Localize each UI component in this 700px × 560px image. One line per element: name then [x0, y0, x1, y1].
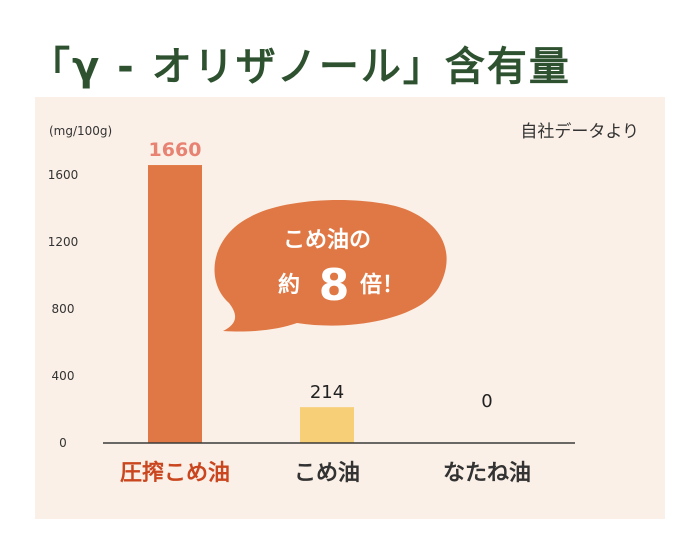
bar — [148, 165, 202, 443]
y-tick-label: 0 — [59, 436, 67, 450]
bars — [148, 165, 354, 443]
bar-chart: (mg/100g) 自社データより 0 400 800 1200 1600 1660 21… — [48, 121, 639, 486]
category-label: 圧搾こめ油 — [120, 460, 230, 486]
category-label: なたね油 — [443, 461, 531, 486]
callout-prefix: 約 — [278, 272, 300, 298]
chart-title: 「γ - オリザノール」含有量 — [30, 44, 571, 90]
callout-number: 8 — [319, 260, 350, 311]
y-tick-label: 400 — [52, 369, 75, 383]
chart-panel: (mg/100g) 自社データより 0 400 800 1200 1600 1660 21… — [35, 97, 665, 519]
bar — [300, 407, 354, 443]
bar-value-label: 1660 — [149, 139, 202, 161]
y-axis-unit-label: (mg/100g) — [49, 124, 112, 138]
y-tick-label: 800 — [52, 302, 75, 316]
value-labels: 1660 214 0 — [149, 139, 493, 412]
category-labels: 圧搾こめ油 こめ油 なたね油 — [120, 460, 531, 486]
callout-line1: こめ油の — [283, 228, 371, 253]
bar-value-label: 214 — [310, 382, 344, 403]
callout-suffix: 倍！ — [360, 272, 404, 298]
speech-bubble-callout: こめ油の 約 8 倍！ — [214, 199, 447, 332]
y-tick-label: 1200 — [48, 235, 79, 249]
y-tick-label: 1600 — [48, 168, 79, 182]
source-note: 自社データより — [520, 121, 639, 142]
bar-value-label: 0 — [481, 391, 492, 412]
category-label: こめ油 — [294, 461, 360, 486]
y-tick-labels: 0 400 800 1200 1600 — [48, 168, 79, 450]
speech-bubble-shape — [214, 199, 447, 332]
